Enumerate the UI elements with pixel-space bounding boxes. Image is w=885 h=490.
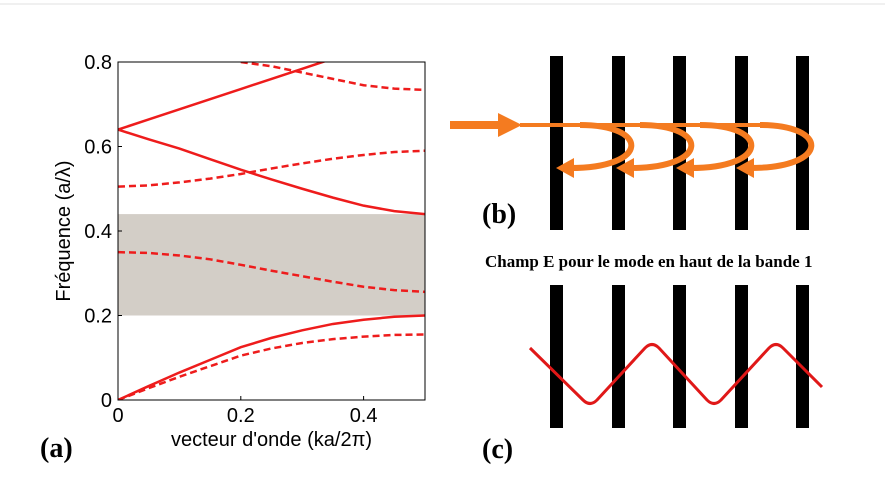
band-curve (118, 314, 425, 400)
y-tick-label: 0.2 (84, 306, 112, 328)
panel-label: (b) (482, 199, 516, 230)
y-tick-label: 0.8 (84, 52, 112, 74)
panel-label: (a) (40, 433, 73, 464)
x-tick-label: 0 (112, 405, 123, 427)
y-tick-label: 0.6 (84, 137, 112, 159)
diagram-c (528, 285, 824, 428)
x-tick-label: 0.4 (350, 405, 378, 427)
band-curve (118, 149, 425, 188)
y-axis-label: Fréquence (a/λ) (53, 160, 75, 301)
caption: Champ E pour le mode en haut de la bande… (485, 252, 812, 271)
series-group (118, 62, 425, 400)
band-curve (118, 250, 425, 294)
panel-label: (c) (482, 434, 513, 465)
band-gap (118, 214, 425, 316)
diagram-b (450, 56, 815, 230)
band-curve (118, 62, 327, 131)
y-tick-label: 0 (101, 390, 112, 412)
x-tick-label: 0.2 (227, 405, 255, 427)
y-tick-label: 0.4 (84, 221, 112, 243)
band-curve (240, 62, 425, 92)
x-axis-label: vecteur d'onde (ka/2π) (171, 429, 372, 451)
band-curve (118, 128, 425, 216)
band-curve (118, 333, 425, 400)
